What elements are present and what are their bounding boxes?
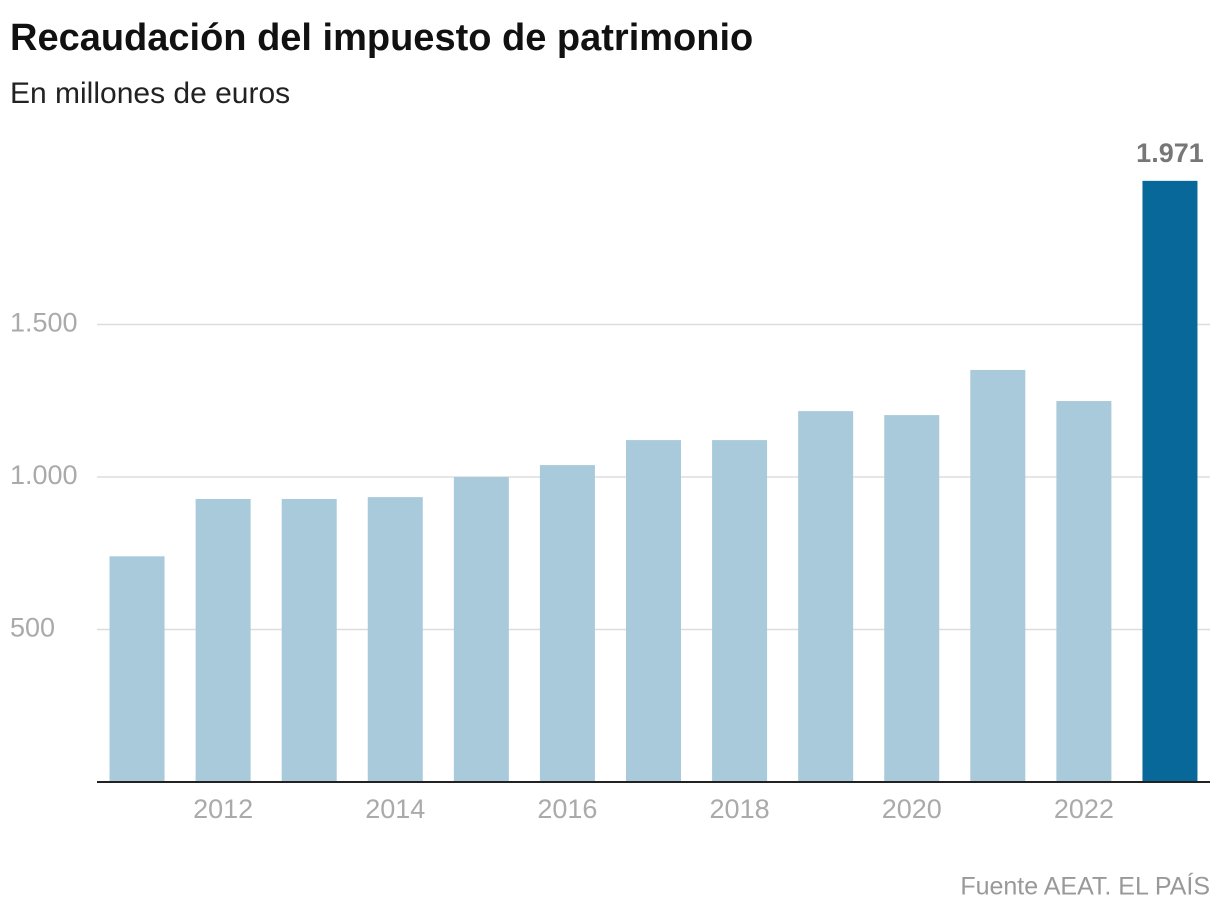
bar xyxy=(539,465,595,782)
x-tick-label: 2014 xyxy=(365,794,425,824)
x-tick-label: 2012 xyxy=(193,794,253,824)
bar xyxy=(453,477,509,782)
y-tick-label: 500 xyxy=(10,613,55,643)
y-tick-label: 1.000 xyxy=(10,460,78,490)
x-tick-label: 2018 xyxy=(710,794,770,824)
x-tick-label: 2022 xyxy=(1054,794,1114,824)
value-label: 1.971 xyxy=(1136,138,1204,168)
x-tick-label: 2016 xyxy=(537,794,597,824)
chart-title: Recaudación del impuesto de patrimonio xyxy=(10,17,753,59)
bar xyxy=(281,498,337,782)
source: Fuente AEAT. EL PAÍS xyxy=(960,872,1210,901)
bar xyxy=(712,440,768,782)
x-tick-label: 2020 xyxy=(882,794,942,824)
bar xyxy=(798,411,854,782)
bar xyxy=(195,498,251,782)
chart-subtitle: En millones de euros xyxy=(10,77,290,110)
y-tick-label: 1.500 xyxy=(10,308,78,338)
bar xyxy=(884,415,940,782)
bar xyxy=(626,440,681,782)
bar xyxy=(1142,180,1198,783)
bar xyxy=(1056,401,1112,782)
bar xyxy=(109,556,165,782)
bar xyxy=(367,497,423,782)
bar xyxy=(970,369,1026,782)
